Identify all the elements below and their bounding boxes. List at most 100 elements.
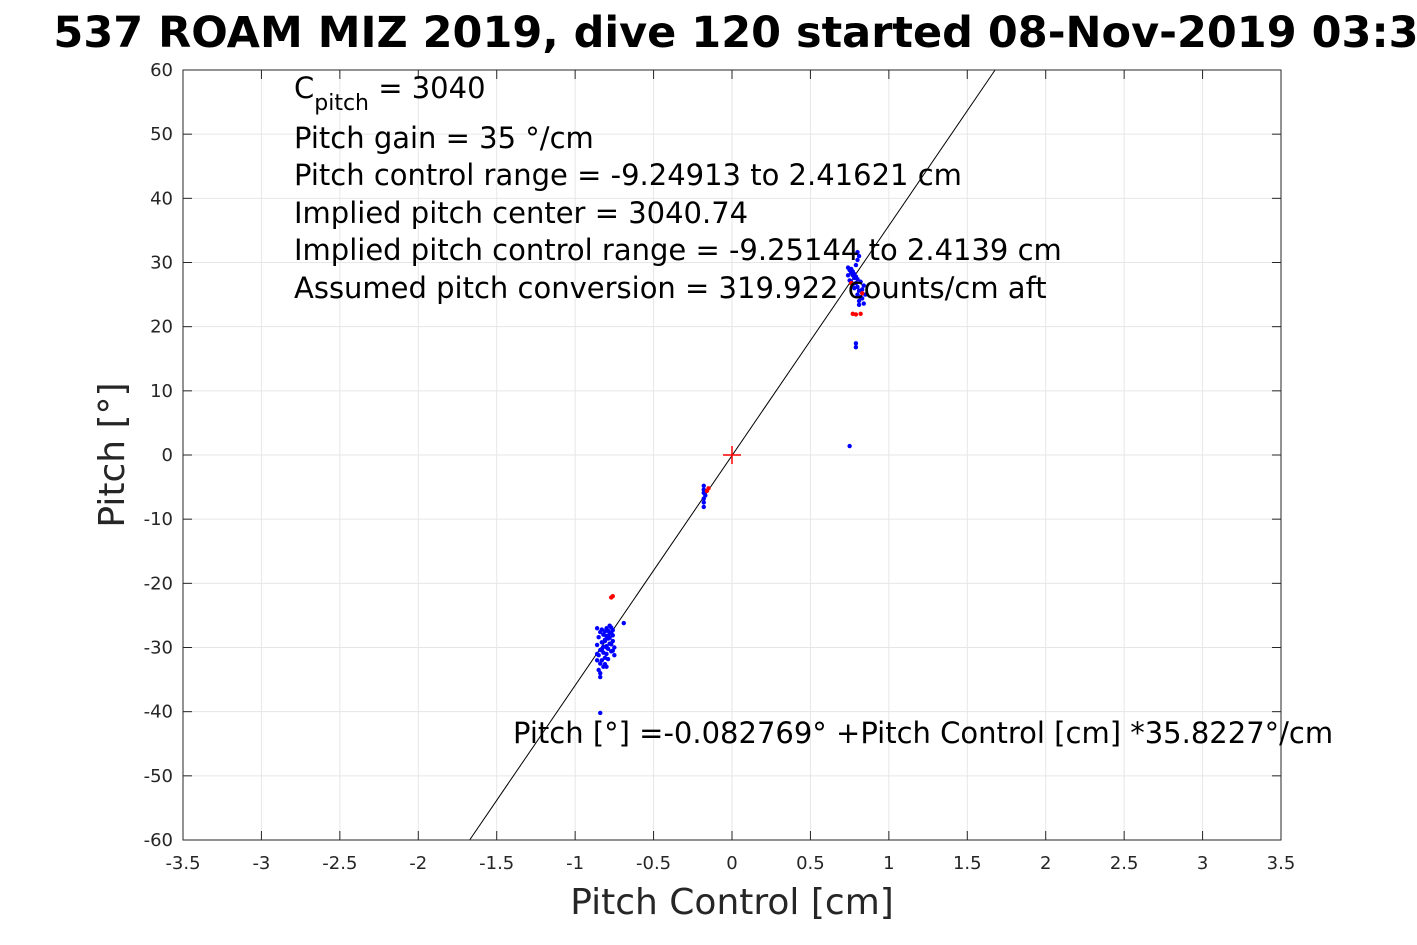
data-point — [852, 285, 857, 291]
x-tick-label: 2 — [1040, 853, 1051, 874]
data-point — [859, 291, 865, 296]
x-tick-label: 3 — [1197, 853, 1208, 874]
data-point — [596, 635, 601, 640]
x-tick-label: 0.5 — [796, 853, 825, 874]
data-point — [855, 292, 860, 297]
y-tick-label: 50 — [150, 124, 173, 145]
x-tick-label: -2 — [409, 853, 427, 874]
data-point — [853, 345, 859, 350]
data-point — [861, 301, 866, 306]
cpitch-subscript: pitch — [314, 91, 369, 116]
data-point — [598, 629, 603, 635]
data-point — [701, 496, 706, 501]
data-point — [861, 283, 866, 288]
data-point — [856, 253, 862, 259]
x-tick-label: 3.5 — [1267, 853, 1296, 874]
x-tick-label: -3.5 — [165, 853, 200, 874]
data-point — [607, 635, 612, 641]
data-point — [594, 658, 600, 663]
y-tick-label: 20 — [150, 317, 173, 338]
y-tick-label: -20 — [144, 573, 173, 594]
axis-ticks — [182, 69, 1282, 841]
x-tick-label: 2.5 — [1110, 853, 1139, 874]
annotation-block: Cpitch = 3040 Pitch gain = 35 °/cm Pitch… — [294, 71, 1062, 305]
x-tick-label: -1.5 — [479, 853, 514, 874]
x-tick-label: -2.5 — [322, 853, 357, 874]
data-point — [855, 276, 860, 282]
x-axis-title: Pitch Control [cm] — [570, 882, 894, 923]
data-point — [598, 670, 603, 676]
y-tick-label: 60 — [150, 60, 173, 81]
data-point — [845, 273, 851, 278]
data-point — [701, 504, 706, 510]
data-point — [704, 488, 710, 494]
x-tick-label: -1 — [566, 853, 584, 874]
x-tick-label: 0 — [726, 853, 737, 874]
data-point — [594, 642, 600, 648]
y-tick-label: -10 — [144, 509, 173, 530]
x-tick-label: -0.5 — [636, 853, 671, 874]
cpitch-symbol: C — [294, 71, 314, 105]
data-point — [610, 648, 615, 653]
cpitch-value: = 3040 — [369, 71, 486, 105]
data-points — [594, 250, 868, 716]
data-point — [853, 341, 859, 346]
data-point — [598, 661, 603, 666]
data-point — [605, 656, 611, 662]
pitch-control-range-annotation: Pitch control range = -9.24913 to 2.4162… — [294, 158, 962, 192]
y-tick-label: 0 — [162, 445, 173, 466]
chart-title: 537 ROAM MIZ 2019, dive 120 started 08-N… — [53, 8, 1417, 58]
data-point — [859, 287, 865, 292]
data-point — [855, 250, 860, 255]
data-point — [602, 629, 608, 634]
data-point — [598, 674, 603, 680]
y-tick-labels: -60 -50 -40 -30 -20 -10 0 10 20 30 40 50 60 — [144, 60, 173, 851]
data-point — [612, 653, 617, 658]
y-tick-label: -30 — [144, 638, 173, 659]
data-point — [701, 483, 706, 488]
data-point — [858, 279, 863, 284]
x-tick-label: 1 — [883, 853, 894, 874]
implied-pitch-control-range-annotation: Implied pitch control range = -9.25144 t… — [294, 233, 1062, 267]
cpitch-annotation: Cpitch = 3040 — [294, 71, 486, 116]
data-point — [701, 500, 706, 505]
data-point — [855, 257, 860, 263]
data-point — [599, 647, 605, 652]
y-tick-label: 40 — [150, 188, 173, 209]
y-tick-label: -60 — [144, 830, 173, 851]
data-point — [858, 311, 863, 317]
implied-pitch-center-annotation: Implied pitch center = 3040.74 — [294, 196, 748, 230]
y-tick-label: 10 — [150, 381, 173, 402]
pitch-conversion-annotation: Assumed pitch conversion = 319.922 count… — [294, 271, 1047, 305]
data-point — [849, 280, 854, 286]
data-point — [853, 262, 859, 268]
data-point — [610, 633, 615, 638]
data-point — [847, 443, 852, 449]
y-axis-title: Pitch [°] — [92, 382, 133, 527]
y-tick-label: -40 — [144, 702, 173, 723]
data-point — [598, 710, 603, 716]
data-point — [609, 595, 614, 600]
data-point — [605, 646, 611, 651]
x-tick-labels: -3.5 -3 -2.5 -2 -1.5 -1 -0.5 0 0.5 1 1.5 2 2.5 3 3.5 — [165, 853, 1295, 874]
data-point — [856, 302, 862, 308]
data-point — [594, 626, 600, 631]
x-tick-label: -3 — [252, 853, 270, 874]
data-point — [594, 651, 600, 657]
data-point — [602, 638, 608, 644]
x-tick-label: 1.5 — [953, 853, 982, 874]
fit-equation-annotation: Pitch [°] =-0.082769° +Pitch Control [cm… — [513, 716, 1333, 750]
center-marker — [723, 446, 741, 464]
data-point — [621, 620, 626, 626]
data-point — [604, 664, 609, 669]
y-tick-label: -50 — [144, 766, 173, 787]
data-point — [853, 312, 859, 317]
data-point — [856, 298, 862, 304]
data-point — [604, 651, 609, 657]
pitch-gain-annotation: Pitch gain = 35 °/cm — [294, 121, 594, 155]
data-point — [609, 642, 614, 647]
grid — [182, 69, 1282, 841]
data-point — [859, 296, 865, 301]
